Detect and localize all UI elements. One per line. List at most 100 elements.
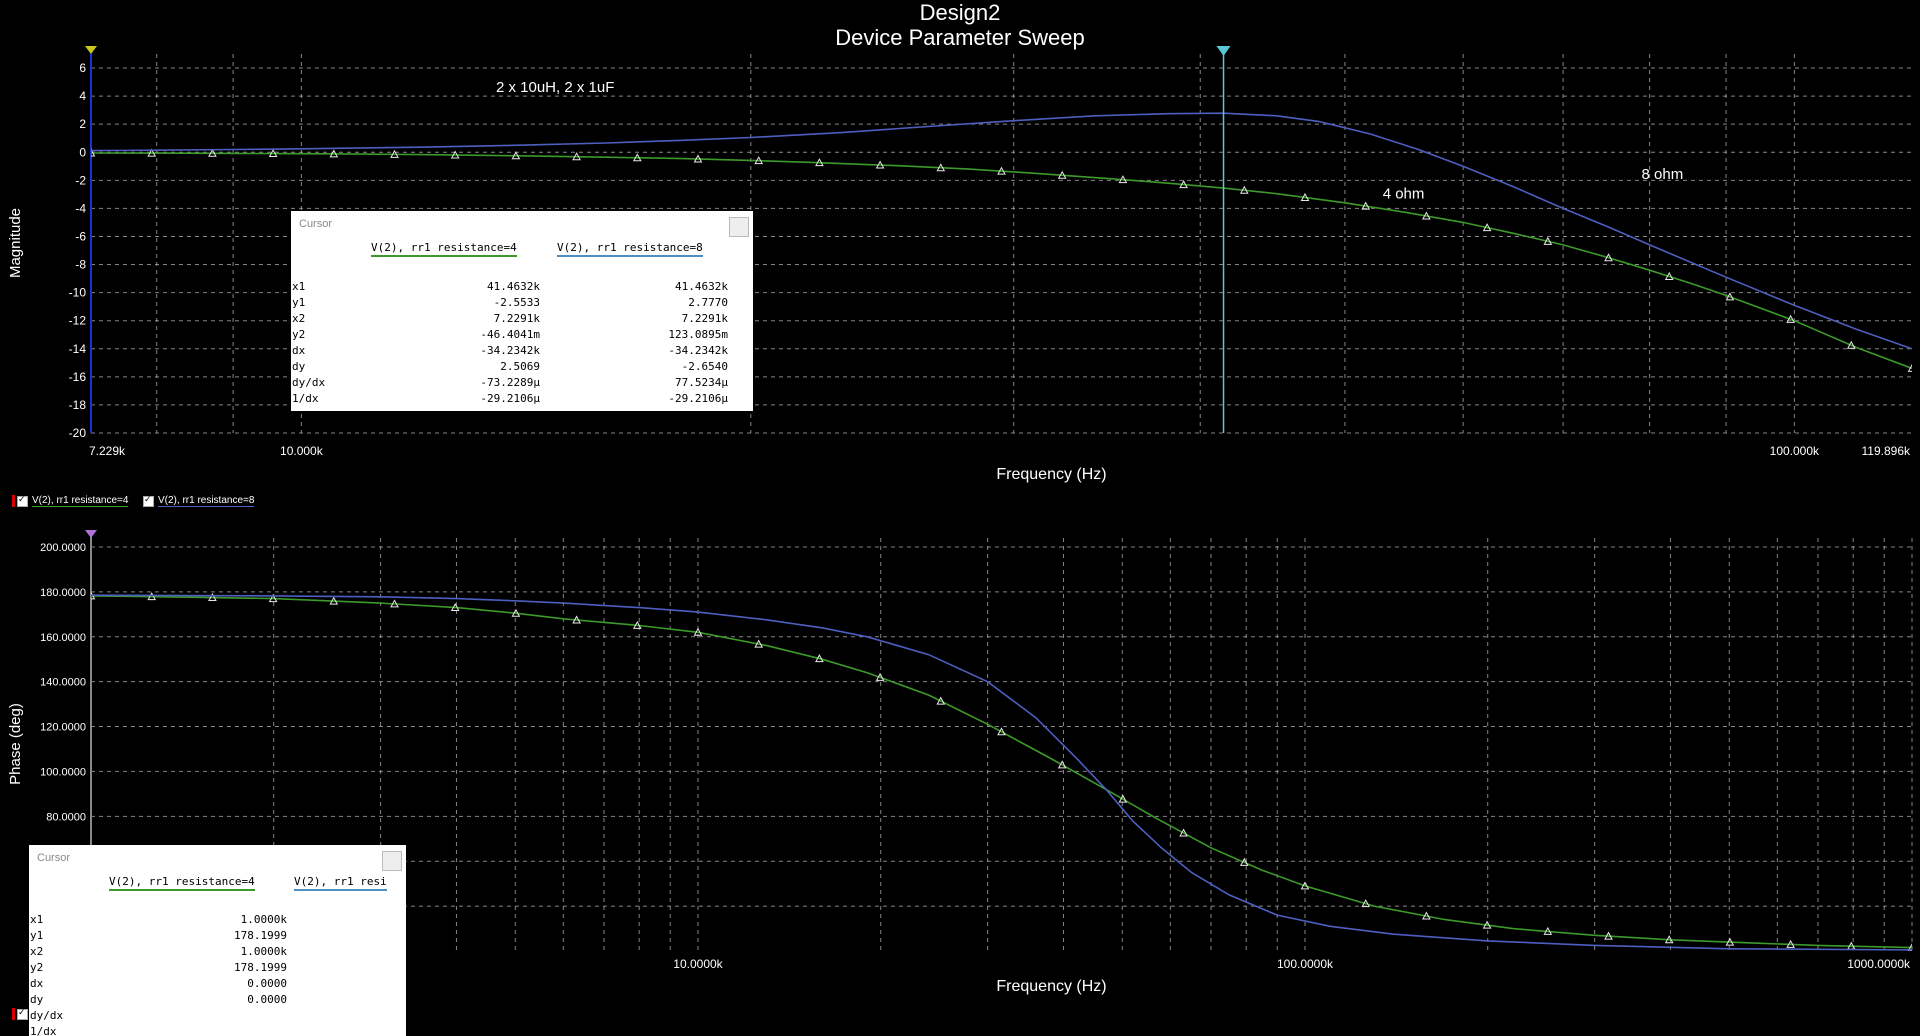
cursor-window-title: Cursor [37, 852, 71, 864]
data-point-marker [1725, 937, 1735, 946]
data-point-marker [1361, 899, 1371, 908]
data-point-marker [1482, 223, 1492, 232]
legend-checkbox[interactable] [17, 494, 28, 507]
data-point-marker [1907, 943, 1912, 951]
data-point-marker [1482, 920, 1492, 929]
data-point-marker [1179, 828, 1188, 837]
cursor-row-7: 1/dx [29, 1024, 406, 1036]
data-point-marker [390, 599, 399, 608]
legend-item-4ohm[interactable]: V(2), rr1 resistance=4 [12, 494, 129, 507]
cursor-row-value-4ohm: 1.0000k [240, 913, 287, 926]
cursor-row-value-4ohm: 1.0000k [240, 945, 287, 958]
legend-item-bottom[interactable] [12, 1007, 28, 1020]
series-line-4ohm [91, 152, 1912, 370]
cursor-row-label: x1 [292, 280, 306, 293]
cursor-row-label: y1 [30, 929, 44, 942]
y-tick-label: 180.0000 [40, 587, 86, 599]
data-point-marker [1057, 760, 1067, 769]
data-point-marker [1057, 170, 1067, 179]
y-tick-label: 6 [79, 61, 86, 75]
data-point-marker [1846, 340, 1856, 349]
cursor-row-value-8ohm: 41.4632k [675, 280, 728, 293]
legend-checkbox[interactable] [17, 1007, 28, 1020]
cursor-row-6: dy/dx [29, 1008, 406, 1024]
cursor-row-3: y2 178.1999 [29, 960, 406, 976]
cursor-row-label: x1 [30, 913, 44, 926]
x-tick-label: 7.229k [89, 444, 126, 458]
cursor-row-value-8ohm: -29.2106µ [668, 392, 728, 405]
legend-marker [12, 1008, 15, 1020]
data-point-marker [1664, 271, 1674, 280]
y-tick-label: -10 [69, 286, 87, 300]
y-tick-label: 100.0000 [40, 766, 86, 778]
data-point-marker [1725, 292, 1735, 301]
cursor-row-value-8ohm: 7.2291k [681, 312, 728, 325]
data-point-marker [754, 156, 764, 165]
data-point-marker [450, 150, 460, 159]
cursor-row-1: y1 -2.5533 2.7770 [291, 295, 753, 311]
cursor-window-phase[interactable]: Cursor V(2), rr1 resistance=4 V(2), rr1 … [29, 845, 406, 1036]
data-point-marker [1239, 857, 1249, 866]
cursor-row-value-4ohm: 7.2291k [493, 312, 540, 325]
cursor-row-label: y2 [292, 328, 306, 341]
data-point-marker [1604, 931, 1613, 940]
cursor-readout-rows: x1 1.0000k y1 178.1999 x2 1.0000k y2 178.1999 dx… [29, 912, 406, 1036]
annotation-label: 4 ohm [1383, 186, 1425, 203]
cursor-row-label: dy [292, 360, 306, 373]
data-point-marker [208, 592, 217, 602]
cursor-row-value-4ohm: 0.0000 [247, 977, 287, 990]
cursor-row-value-4ohm: 2.5069 [500, 360, 540, 373]
x-axis-label: Frequency (Hz) [996, 978, 1106, 995]
cursor-row-value-8ohm: 123.0895m [668, 328, 728, 341]
cursor-row-6: dy/dx -73.2289µ 77.5234µ [291, 375, 753, 391]
x-axis-label: Frequency (Hz) [996, 466, 1106, 483]
y-tick-label: 160.0000 [40, 632, 86, 644]
cursor-row-value-4ohm: -73.2289µ [480, 376, 540, 389]
cursor-marker-left [85, 46, 97, 54]
annotation-label: 8 ohm [1642, 166, 1684, 183]
y-tick-label: 80.0000 [46, 811, 86, 823]
y-tick-label: 0 [79, 145, 86, 159]
data-point-marker [1422, 211, 1431, 220]
cursor-window-magnitude[interactable]: Cursor V(2), rr1 resistance=4 V(2), rr1 … [291, 211, 753, 411]
data-point-marker [693, 627, 703, 636]
data-point-marker [1786, 314, 1795, 323]
y-axis-label: Magnitude [7, 208, 24, 278]
chart-title: Design2 [919, 0, 1001, 25]
y-tick-label: -6 [75, 229, 86, 243]
data-point-marker [632, 153, 642, 162]
x-tick-label: 10.0000k [673, 957, 723, 971]
series-line-4ohm [91, 595, 1912, 949]
close-button[interactable] [382, 851, 402, 871]
cursor-row-7: 1/dx -29.2106µ -29.2106µ [291, 391, 753, 407]
data-point-marker [329, 596, 339, 605]
cursor-row-value-8ohm: 77.5234µ [675, 376, 728, 389]
legend-checkbox[interactable] [143, 494, 154, 507]
cursor-row-4: dx -34.2342k -34.2342k [291, 343, 753, 359]
cursor-row-label: dy/dx [292, 376, 326, 389]
cursor-row-value-8ohm: -34.2342k [668, 344, 728, 357]
data-point-marker [693, 154, 703, 163]
close-button[interactable] [729, 217, 749, 237]
data-point-marker [815, 654, 824, 663]
y-tick-label: 120.0000 [40, 722, 86, 734]
cursor-column-4ohm: V(2), rr1 resistance=4 [371, 241, 517, 257]
cursor-row-value-4ohm: 178.1999 [234, 929, 287, 942]
legend-item-8ohm[interactable]: V(2), rr1 resistance=8 [143, 494, 255, 507]
data-point-marker [1300, 192, 1310, 201]
data-point-marker [1118, 794, 1128, 803]
cursor-readout-rows: x1 41.4632k 41.4632k y1 -2.5533 2.7770 x2 7.229… [291, 279, 753, 407]
data-point-marker [1664, 935, 1674, 944]
data-point-marker [572, 152, 581, 161]
data-point-marker [268, 148, 278, 158]
data-point-marker [875, 160, 885, 169]
data-point-marker [511, 151, 521, 160]
cursor-row-2: x2 7.2291k 7.2291k [291, 311, 753, 327]
chart-subtitle: Device Parameter Sweep [835, 25, 1085, 50]
y-tick-label: -12 [69, 314, 87, 328]
cursor-row-value-4ohm: -34.2342k [480, 344, 540, 357]
data-point-marker [572, 615, 581, 624]
data-point-marker [1543, 926, 1553, 935]
data-point-marker [997, 166, 1006, 175]
data-point-marker [754, 639, 764, 648]
